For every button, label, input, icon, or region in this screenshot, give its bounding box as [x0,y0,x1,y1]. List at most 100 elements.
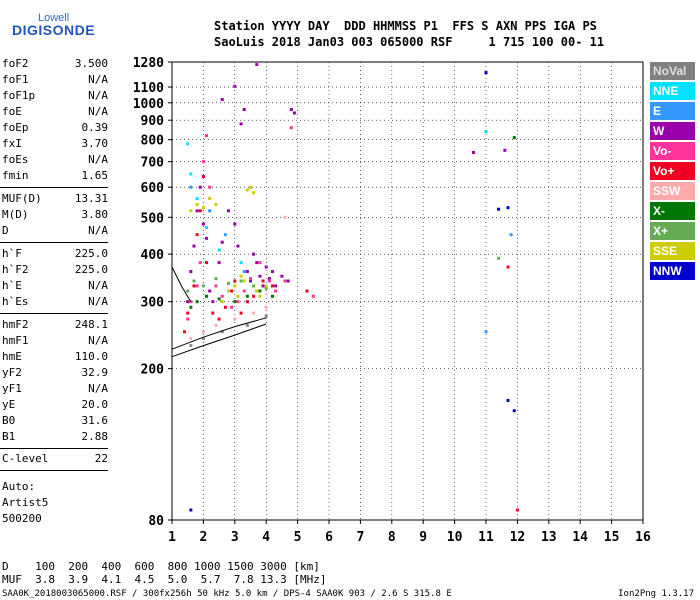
data-point-vo- [239,311,243,315]
data-point-vo- [201,175,205,178]
param-value: 1.65 [81,169,109,182]
data-point-x- [201,284,205,288]
param-name: h`F [2,247,22,260]
param-row: D N/A [2,224,108,240]
data-point-sse [264,284,268,288]
y-tick-label: 200 [141,363,165,378]
x-tick-label: 6 [325,530,333,545]
footer-info: SAA0K_2018003065000.RSF / 300fx256h 50 k… [2,589,452,599]
data-point-x- [497,256,501,260]
param-row: foF1 N/A [2,73,108,89]
data-point-nnw [484,71,488,75]
data-point-x- [195,300,199,304]
data-point-sse [208,197,212,201]
data-point-x- [264,286,268,290]
legend-item-nne: NNE [650,82,695,100]
header-line-1: Station YYYY DAY DDD HHMMSS P1 FFS S AXN… [214,19,597,33]
x-tick-label: 16 [635,530,651,545]
data-point-vo- [515,508,519,512]
param-row: C-level 22 [2,452,108,468]
logo-digisonde: DIGISONDE [12,22,96,38]
param-value: 3.80 [81,208,109,221]
param-name: h`Es [2,295,29,308]
param-row: hmE 110.0 [2,350,108,366]
param-row: fmin 1.65 [2,169,108,185]
data-point-vo- [208,185,212,189]
data-point-vo- [220,294,224,298]
x-tick-label: 12 [510,530,526,545]
param-value: N/A [88,382,108,395]
data-point-w [208,289,212,293]
param-name: yF2 [2,366,22,379]
data-point-w [261,284,265,288]
param-value: N/A [88,89,108,102]
param-name: foEp [2,121,29,134]
data-point-ssw [283,215,287,219]
data-point-w [249,279,252,283]
legend-item-nnw: NNW [650,262,695,280]
data-point-vo- [198,261,202,265]
data-point-w [192,244,196,248]
data-point-ssw [233,317,237,321]
data-point-w [233,222,237,226]
separator [0,313,108,314]
data-point-sse [245,188,249,192]
param-value: 225.0 [74,263,108,276]
data-point-vo- [230,305,234,309]
data-point-vo- [195,233,199,237]
param-value: N/A [88,334,108,347]
param-name: yF1 [2,382,22,395]
data-point-w [503,148,507,152]
y-tick-label: 400 [141,248,165,263]
data-point-nnw [506,398,510,402]
param-row: h`F 225.0 [2,247,108,263]
data-point-nne [189,172,193,176]
data-point-sse [258,294,262,298]
legend-item-sse: SSE [650,242,695,260]
param-name: foE [2,105,22,118]
data-point-noval [220,330,224,334]
data-point-w [205,236,209,240]
data-point-w [220,240,224,244]
param-name: hmF1 [2,334,29,347]
param-value: 3.500 [74,57,108,70]
param-value: 31.6 [81,414,109,427]
x-tick-label: 11 [478,530,494,545]
data-point-vo- [311,294,315,298]
param-value: 248.1 [74,318,108,331]
param-name: h`F2 [2,263,29,276]
distance-row: D 100 200 400 600 800 1000 1500 3000 [km… [2,560,320,573]
data-point-vo- [506,265,510,269]
param-row: foE N/A [2,105,108,121]
data-point-vo- [183,330,187,334]
data-point-x- [205,294,209,298]
data-point-vo- [205,261,209,265]
data-point-ssw [214,323,218,327]
data-point-x- [217,297,221,301]
param-row: hmF1 N/A [2,334,108,350]
legend-item-noval: NoVal [650,62,695,80]
trace-2 [171,317,267,350]
data-point-vo- [192,284,196,288]
data-point-nne [217,248,221,252]
data-point-vo- [274,289,278,293]
trace-1 [171,323,267,358]
legend-item-vo-: Vo- [650,142,695,160]
param-name: foEs [2,153,29,166]
param-value: 32.9 [81,366,109,379]
footer-version: Ion2Png 1.3.17 [618,589,694,599]
data-point-e [223,233,227,237]
data-point-e [484,330,488,334]
param-name: C-level [2,452,49,465]
y-tick-label: 900 [141,114,165,129]
param-value: N/A [88,224,108,237]
legend-item-x-: X+ [650,222,695,240]
param-name: B1 [2,430,16,443]
param-value: N/A [88,279,108,292]
x-tick-label: 3 [231,530,239,545]
data-point-w [239,122,243,126]
data-point-vo- [270,284,274,288]
data-point-vo- [214,284,218,288]
data-point-x- [186,289,190,293]
x-tick-label: 7 [356,530,364,545]
